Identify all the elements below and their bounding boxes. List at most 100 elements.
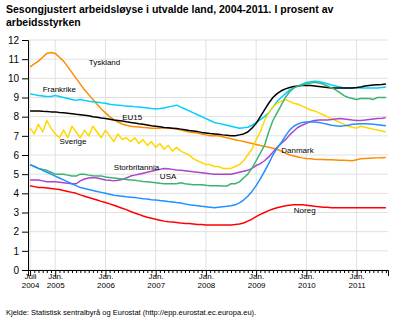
- tick: [281, 270, 282, 273]
- annotation: Noreg: [294, 206, 316, 215]
- tick-mark: [172, 270, 173, 273]
- annotation: EU15: [122, 113, 143, 122]
- tick-mark: [386, 270, 387, 273]
- tick: 1: [13, 246, 28, 257]
- tick: 10: [8, 73, 28, 84]
- tick: [34, 270, 35, 273]
- title: Sesongjustert arbeidsløyse i utvalde lan…: [6, 3, 334, 28]
- tick: [327, 270, 328, 273]
- tick-mark: [93, 270, 94, 273]
- tick-mark: [85, 270, 86, 273]
- tick-label: 1: [13, 246, 19, 257]
- tick-mark: [281, 270, 282, 273]
- tick: 3: [13, 207, 28, 218]
- tick: [319, 270, 320, 273]
- tick-mark: [22, 155, 28, 156]
- tick: [135, 270, 136, 273]
- tick: 7: [13, 131, 28, 142]
- grid-line: [28, 231, 388, 232]
- x-axis: Juli2004Jan.2005Jan.2006Jan.2007Jan.2008…: [22, 270, 389, 290]
- tick: [193, 270, 194, 273]
- tick-mark: [290, 270, 291, 273]
- tick-mark: [382, 270, 383, 273]
- tick-label: 12: [8, 35, 20, 46]
- tick-mark: [210, 270, 211, 273]
- tick-label: Jan.2008: [198, 272, 216, 290]
- tick-mark: [76, 270, 77, 273]
- tick: [76, 270, 77, 273]
- grid: [28, 40, 388, 270]
- grid-line: [28, 78, 388, 79]
- tick-mark: [22, 78, 28, 79]
- tick: 9: [13, 92, 28, 103]
- tick: [323, 270, 324, 273]
- tick: [59, 270, 60, 273]
- tick-mark: [72, 270, 73, 273]
- tick-label: 11: [9, 54, 20, 65]
- tick-mark: [22, 270, 28, 271]
- tick: [285, 270, 286, 273]
- tick: Jan.2008: [198, 270, 216, 290]
- tick: [68, 270, 69, 273]
- tick: [277, 270, 278, 273]
- tick-mark: [378, 270, 379, 273]
- tick: [143, 270, 144, 273]
- tick-mark: [244, 270, 245, 273]
- tick-mark: [315, 270, 316, 273]
- chart: 0123456789101112Juli2004Jan.2005Jan.2006…: [0, 0, 400, 320]
- tick: [185, 270, 186, 273]
- tick-mark: [59, 270, 60, 273]
- tick-mark: [373, 270, 374, 273]
- tick: Jan.2011: [349, 270, 367, 290]
- axis-line: [22, 41, 29, 271]
- tick: [118, 270, 119, 273]
- tick-label: 4: [13, 188, 19, 199]
- tick: [294, 270, 295, 273]
- tick: [164, 270, 165, 273]
- series-line: [30, 52, 386, 160]
- tick: [386, 270, 387, 273]
- tick: Jan.2010: [298, 270, 316, 290]
- tick: [210, 270, 211, 273]
- tick: [139, 270, 140, 273]
- tick-mark: [122, 270, 123, 273]
- tick: 5: [13, 169, 28, 180]
- tick-mark: [22, 193, 28, 194]
- tick-label: 0: [13, 265, 19, 276]
- tick: [235, 270, 236, 273]
- tick-mark: [277, 270, 278, 273]
- tick-mark: [294, 270, 295, 273]
- annotation: Danmark: [281, 146, 314, 155]
- tick: [122, 270, 123, 273]
- tick: [315, 270, 316, 273]
- tick-mark: [64, 270, 65, 273]
- tick-mark: [239, 270, 240, 273]
- tick-mark: [269, 270, 270, 273]
- grid-line: [205, 40, 206, 270]
- tick: [89, 270, 90, 273]
- tick: [43, 270, 44, 273]
- series-line: [30, 84, 386, 136]
- grid-line: [30, 40, 31, 270]
- tick-mark: [331, 270, 332, 273]
- tick-mark: [235, 270, 236, 273]
- tick-label: Jan.2010: [298, 272, 316, 290]
- series-line: [30, 82, 386, 186]
- annotation: Tyskland: [89, 58, 121, 67]
- tick: [227, 270, 228, 273]
- tick: [131, 270, 132, 273]
- tick: [231, 270, 232, 273]
- grid-line: [356, 40, 357, 270]
- tick: [126, 270, 127, 273]
- tick: Jan.2006: [97, 270, 115, 290]
- tick-mark: [80, 270, 81, 273]
- tick: [189, 270, 190, 273]
- tick-mark: [231, 270, 232, 273]
- tick: [114, 270, 115, 273]
- tick-label: 2: [13, 226, 19, 237]
- tick-label: 6: [13, 150, 19, 161]
- tick-label: 10: [8, 73, 20, 84]
- tick-mark: [311, 270, 312, 273]
- tick: [336, 270, 337, 273]
- tick-mark: [164, 270, 165, 273]
